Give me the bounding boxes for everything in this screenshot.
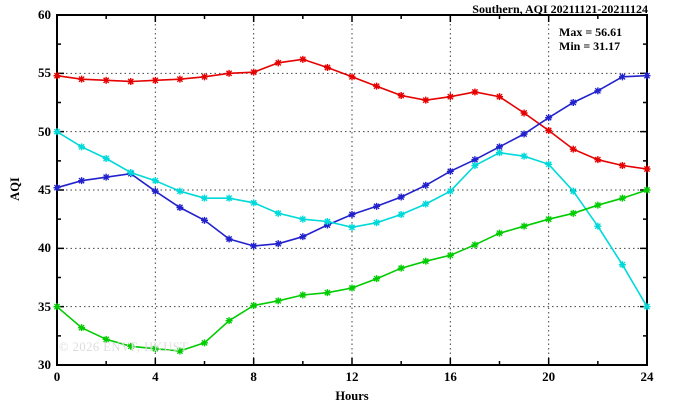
y-tick-label-30: 30	[38, 357, 51, 372]
y-tick-label-40: 40	[38, 240, 51, 256]
series-green-markers	[53, 186, 651, 355]
x-tick-label-16: 16	[443, 369, 457, 384]
chart-title: Southern, AQI 20211121-20211124	[472, 2, 648, 16]
watermark: © 2026 ENVF, HKUST	[59, 340, 189, 354]
min-annotation: Min = 31.17	[559, 38, 621, 53]
x-tick-label-20: 20	[542, 369, 556, 384]
max-annotation: Max = 56.61	[559, 25, 623, 39]
series-cyan-markers	[53, 128, 651, 311]
x-axis-label: Hours	[335, 389, 369, 403]
x-tick-label-8: 8	[250, 369, 257, 384]
y-tick-label-60: 60	[38, 7, 51, 22]
x-tick-label-0: 0	[53, 369, 61, 384]
series-red-markers	[53, 55, 651, 173]
x-tick-label-12: 12	[345, 369, 359, 384]
y-tick-label-55: 55	[38, 65, 51, 81]
y-tick-label-50: 50	[38, 123, 51, 139]
y-tick-label-45: 45	[38, 182, 51, 197]
y-tick-label-35: 35	[38, 298, 51, 314]
annotation-box: Max = 56.61 Min = 31.17	[559, 25, 623, 53]
x-tick-label-4: 4	[152, 369, 159, 384]
series-cyan-line	[56, 131, 648, 308]
x-tick-label-24: 24	[640, 369, 654, 384]
